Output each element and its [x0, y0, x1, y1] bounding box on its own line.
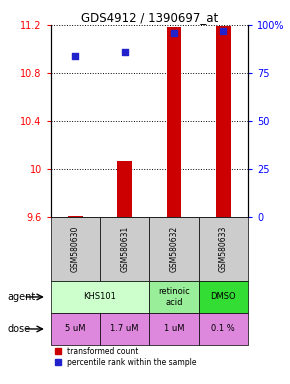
Bar [149, 281, 199, 313]
Text: 0.1 %: 0.1 % [211, 324, 235, 333]
Bar [100, 313, 149, 345]
Bar [199, 217, 248, 281]
Bar [51, 281, 149, 313]
Text: retinoic
acid: retinoic acid [158, 287, 190, 307]
Legend: transformed count, percentile rank within the sample: transformed count, percentile rank withi… [55, 347, 196, 367]
Bar [199, 313, 248, 345]
Text: agent: agent [7, 292, 36, 302]
Bar [149, 217, 199, 281]
Text: DMSO: DMSO [211, 293, 236, 301]
Bar [149, 313, 199, 345]
Bar [199, 281, 248, 313]
Bar [51, 313, 100, 345]
Bar [216, 26, 231, 217]
Bar [68, 216, 83, 217]
Text: dose: dose [7, 324, 30, 334]
Point [122, 49, 127, 55]
Point [221, 28, 226, 34]
Text: 5 uM: 5 uM [65, 324, 86, 333]
Text: 1 uM: 1 uM [164, 324, 184, 333]
Text: GSM580630: GSM580630 [71, 226, 80, 272]
Bar [100, 217, 149, 281]
Text: GSM580632: GSM580632 [169, 226, 179, 272]
Point [73, 53, 78, 59]
Bar [117, 161, 132, 217]
Title: GDS4912 / 1390697_at: GDS4912 / 1390697_at [81, 11, 218, 24]
Point [172, 30, 176, 36]
Bar [166, 27, 182, 217]
Text: GSM580633: GSM580633 [219, 226, 228, 272]
Text: GSM580631: GSM580631 [120, 226, 129, 272]
Text: KHS101: KHS101 [84, 293, 117, 301]
Text: 1.7 uM: 1.7 uM [110, 324, 139, 333]
Bar [51, 217, 100, 281]
